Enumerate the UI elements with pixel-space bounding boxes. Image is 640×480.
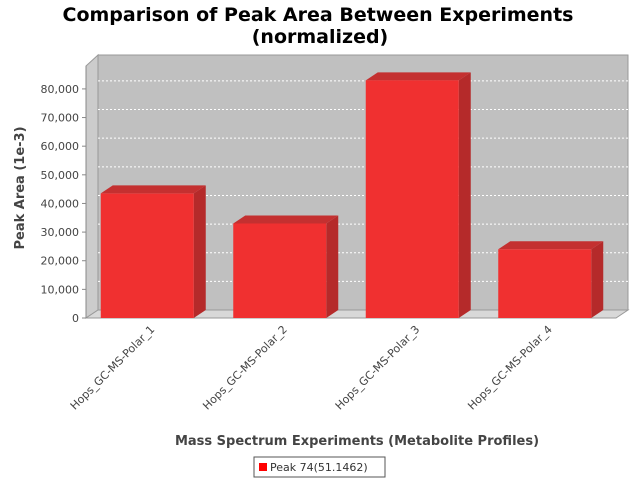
bar-side — [193, 185, 206, 318]
legend: Peak 74(51.1462) — [253, 456, 386, 478]
y-axis-label: Peak Area (1e-3) — [13, 126, 28, 249]
bar-side — [458, 72, 471, 319]
bar-top — [498, 241, 604, 250]
x-tick-label: Hops_GC-MS-Polar_1 — [68, 323, 158, 413]
chart-title-line-1: Comparison of Peak Area Between Experime… — [63, 4, 574, 26]
bar-top — [233, 215, 339, 224]
y-tick-label: 80,000 — [41, 83, 80, 96]
x-tick-label: Hops_GC-MS-Polar_3 — [333, 323, 423, 413]
y-tick-label: 20,000 — [41, 255, 80, 268]
bar-side — [591, 241, 604, 318]
y-tick-label: 70,000 — [41, 112, 80, 125]
bar — [498, 241, 604, 318]
chart-title-line-2: (normalized) — [252, 26, 389, 48]
y-tick-label: 10,000 — [41, 283, 80, 296]
bar-front — [100, 193, 194, 318]
bars — [100, 72, 604, 319]
legend-swatch — [259, 463, 267, 471]
legend-label: Peak 74(51.1462) — [270, 461, 368, 474]
y-tick-label: 30,000 — [41, 226, 80, 239]
bar — [100, 185, 206, 318]
bar-front — [233, 223, 327, 318]
bar-top — [365, 72, 471, 81]
x-axis-ticks: Hops_GC-MS-Polar_1 Hops_GC-MS-Polar_2 Hops… — [68, 323, 555, 413]
x-tick-label: Hops_GC-MS-Polar_2 — [200, 323, 290, 413]
y-tick-label: 40,000 — [41, 197, 80, 210]
bar-side — [326, 215, 339, 318]
bar — [365, 72, 471, 319]
y-axis-ticks: 0 10,000 20,000 30,000 40,000 50,000 60,000 70,… — [41, 83, 86, 325]
x-axis-label: Mass Spectrum Experiments (Metabolite Pr… — [175, 434, 539, 449]
y-tick-label: 60,000 — [41, 140, 80, 153]
plot-left-wall — [85, 53, 99, 319]
bar — [233, 215, 339, 318]
bar-front — [365, 80, 459, 319]
y-tick-label: 50,000 — [41, 169, 80, 182]
y-tick-label: 0 — [72, 312, 79, 325]
legend-box — [253, 456, 386, 478]
bar-top — [100, 185, 206, 194]
x-tick-label: Hops_GC-MS-Polar_4 — [465, 323, 555, 413]
bar-front — [498, 249, 592, 318]
